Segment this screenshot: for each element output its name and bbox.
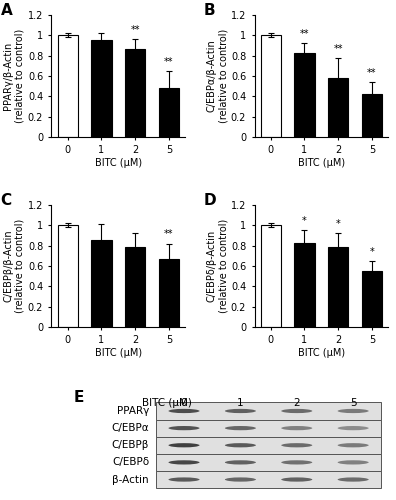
Ellipse shape <box>169 409 200 413</box>
Ellipse shape <box>281 478 312 482</box>
X-axis label: BITC (μM): BITC (μM) <box>95 158 142 168</box>
Bar <box>362 271 382 327</box>
Ellipse shape <box>338 426 369 430</box>
Text: **: ** <box>164 57 173 67</box>
Text: A: A <box>1 3 12 18</box>
Ellipse shape <box>225 478 256 482</box>
Ellipse shape <box>225 409 256 413</box>
X-axis label: BITC (μM): BITC (μM) <box>298 348 345 358</box>
Text: E: E <box>73 390 84 405</box>
Text: PPARγ: PPARγ <box>117 406 149 416</box>
Y-axis label: C/EBPδ/β-Actin
(relative to control): C/EBPδ/β-Actin (relative to control) <box>206 219 228 313</box>
Bar <box>328 246 348 327</box>
Text: **: ** <box>164 230 173 239</box>
Text: 5: 5 <box>350 398 356 407</box>
Bar <box>91 40 112 137</box>
Text: C: C <box>1 192 12 208</box>
Bar <box>156 436 381 454</box>
Bar <box>261 36 281 137</box>
Ellipse shape <box>169 443 200 448</box>
Text: *: * <box>302 216 307 226</box>
Ellipse shape <box>169 426 200 430</box>
Ellipse shape <box>338 460 369 464</box>
Text: **: ** <box>130 26 140 36</box>
Bar <box>91 240 112 327</box>
Y-axis label: C/EBPα/β-Actin
(relative to control): C/EBPα/β-Actin (relative to control) <box>206 29 228 123</box>
Bar <box>125 48 145 137</box>
Bar <box>261 225 281 327</box>
Text: **: ** <box>333 44 343 54</box>
Text: B: B <box>204 3 215 18</box>
Text: 2: 2 <box>293 398 300 407</box>
X-axis label: BITC (μM): BITC (μM) <box>95 348 142 358</box>
Text: D: D <box>204 192 216 208</box>
Bar <box>156 471 381 488</box>
Bar <box>328 78 348 137</box>
Y-axis label: PPARγ/β-Actin
(relative to control): PPARγ/β-Actin (relative to control) <box>4 29 25 123</box>
X-axis label: BITC (μM): BITC (μM) <box>298 158 345 168</box>
Ellipse shape <box>169 478 200 482</box>
Ellipse shape <box>225 426 256 430</box>
Text: 0: 0 <box>181 398 187 407</box>
Ellipse shape <box>281 409 312 413</box>
Bar <box>156 454 381 471</box>
Bar <box>57 36 78 137</box>
Bar <box>294 242 314 327</box>
Ellipse shape <box>169 460 200 464</box>
Ellipse shape <box>225 443 256 448</box>
Ellipse shape <box>225 460 256 464</box>
Text: BITC (μM): BITC (μM) <box>142 398 192 407</box>
Ellipse shape <box>281 443 312 448</box>
Bar <box>362 94 382 137</box>
Bar <box>57 225 78 327</box>
Ellipse shape <box>281 426 312 430</box>
Text: *: * <box>336 220 341 230</box>
Y-axis label: C/EBPβ/β-Actin
(relative to control): C/EBPβ/β-Actin (relative to control) <box>4 219 25 313</box>
Text: **: ** <box>300 30 309 40</box>
Bar <box>156 420 381 436</box>
Bar <box>159 88 179 137</box>
Text: C/EBPδ: C/EBPδ <box>112 458 149 468</box>
Text: 1: 1 <box>237 398 244 407</box>
Text: β-Actin: β-Actin <box>112 474 149 484</box>
Bar <box>125 246 145 327</box>
Bar <box>159 259 179 327</box>
Ellipse shape <box>338 443 369 448</box>
Ellipse shape <box>338 409 369 413</box>
Text: C/EBPβ: C/EBPβ <box>112 440 149 450</box>
Text: **: ** <box>367 68 377 78</box>
Text: C/EBPα: C/EBPα <box>111 423 149 433</box>
Bar <box>294 52 314 137</box>
Bar <box>156 402 381 419</box>
Ellipse shape <box>281 460 312 464</box>
Text: *: * <box>369 247 374 257</box>
Ellipse shape <box>338 478 369 482</box>
